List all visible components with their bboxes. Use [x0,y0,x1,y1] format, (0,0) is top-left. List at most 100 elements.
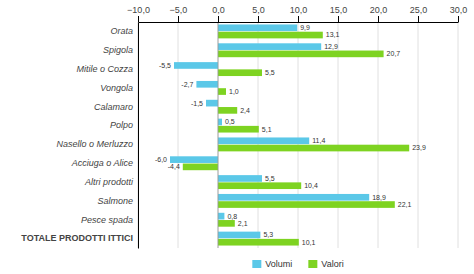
bar [218,175,262,182]
data-label: 12,9 [324,43,338,50]
chart: −10,0 −5,0 0,0 5,0 10,0 15,0 20,0 25,0 30,0 Orata… [0,0,474,274]
data-label: -1,5 [191,100,203,107]
bar [218,182,301,189]
tick-mark [298,16,299,22]
data-label: 10,4 [304,182,318,189]
tick-mark [378,16,379,22]
data-label: 2,4 [240,107,250,114]
legend-swatch [308,260,317,268]
category-label: Vongola [100,83,133,93]
category-label: Orata [110,26,133,36]
bar [218,107,237,114]
tick-label: 0,0 [212,5,225,15]
bar [218,145,409,152]
tick: Polpo [110,120,138,130]
tick: 10,0 [290,5,308,22]
tick: Nasello o Merluzzo [56,139,138,149]
legend-item: Valori [308,259,343,269]
tick: Acciuga o Alice [71,158,138,168]
grid-line [178,22,179,248]
axis-line [139,22,459,23]
category-label: Acciuga o Alice [71,158,133,168]
legend-swatch [252,260,261,268]
tick-label: −10,0 [127,5,150,15]
data-label: 10,1 [302,239,316,246]
tick-label: 20,0 [370,5,388,15]
tick: Altri prodotti [84,177,138,187]
bar [170,156,218,163]
bar [218,51,384,58]
data-labels: 9,9 12,9 -5,5 -2,7 -1,5 0,5 11,4 -6,0 5,5 18,9 0,8… [155,24,426,245]
tick-mark [138,16,139,22]
tick: Orata [110,26,138,36]
tick-mark [258,16,259,22]
bar [218,239,299,246]
bar [218,43,321,50]
legend-label: Valori [321,259,343,269]
category-label: TOTALE PRODOTTI ITTICI [21,233,133,243]
x-axis: −10,0 −5,0 0,0 5,0 10,0 15,0 20,0 25,0 30,0 [127,5,467,23]
grid-line [418,22,419,248]
tick: 20,0 [370,5,388,22]
tick: 5,0 [252,5,265,22]
grid-line [218,22,219,248]
bar [218,213,224,220]
tick: −5,0 [170,5,188,22]
data-label: -2,7 [181,81,193,88]
bar [196,81,218,88]
bar [174,62,218,69]
series [183,32,409,246]
bar [218,69,262,76]
legend-item: Volumi [252,259,292,269]
data-label: 23,9 [412,144,426,151]
tick: 0,0 [212,5,225,22]
bars [170,24,409,245]
category-label: Polpo [110,120,133,130]
tick-label: 10,0 [290,5,308,15]
category-label: Spigola [103,45,133,55]
bar [206,100,218,107]
grid-line [458,22,459,248]
data-label: 0,5 [225,118,235,125]
tick: Calamaro [94,102,138,112]
tick: 25,0 [410,5,428,22]
bar [183,164,218,171]
tick: Mitile o Cozza [76,64,138,74]
bar [218,194,369,201]
data-label: 5,5 [265,175,275,182]
tick-label: 25,0 [410,5,428,15]
data-label: 2,1 [238,220,248,227]
tick-label: −5,0 [170,5,188,15]
category-label: Pesce spada [81,215,133,225]
bar [218,24,297,31]
tick-mark [458,16,459,22]
tick: 15,0 [330,5,348,22]
data-label: 9,9 [300,24,310,31]
data-label: -6,0 [155,156,167,163]
data-label: 22,1 [398,201,412,208]
category-label: Nasello o Merluzzo [56,139,133,149]
tick: Pesce spada [81,215,138,225]
tick: Spigola [103,45,138,55]
tick: −10,0 [127,5,150,22]
data-label: 0,8 [227,213,237,220]
bar [218,32,323,39]
bar [218,126,259,133]
bar [218,88,226,95]
legend-label: Volumi [265,259,292,269]
tick-label: 30,0 [450,5,468,15]
axis-line [138,23,139,249]
tick-label: 5,0 [252,5,265,15]
data-label: 11,4 [312,137,325,144]
tick-label: 15,0 [330,5,348,15]
data-label: 5,5 [265,69,275,76]
tick-mark [338,16,339,22]
tick: TOTALE PRODOTTI ITTICI [21,233,138,243]
tick: 30,0 [450,5,468,22]
data-label: 1,0 [229,88,239,95]
data-label: 5,1 [262,126,272,133]
category-label: Salmone [97,196,133,206]
data-label: 18,9 [372,194,386,201]
data-label: -5,5 [159,62,171,69]
bar [218,220,235,227]
